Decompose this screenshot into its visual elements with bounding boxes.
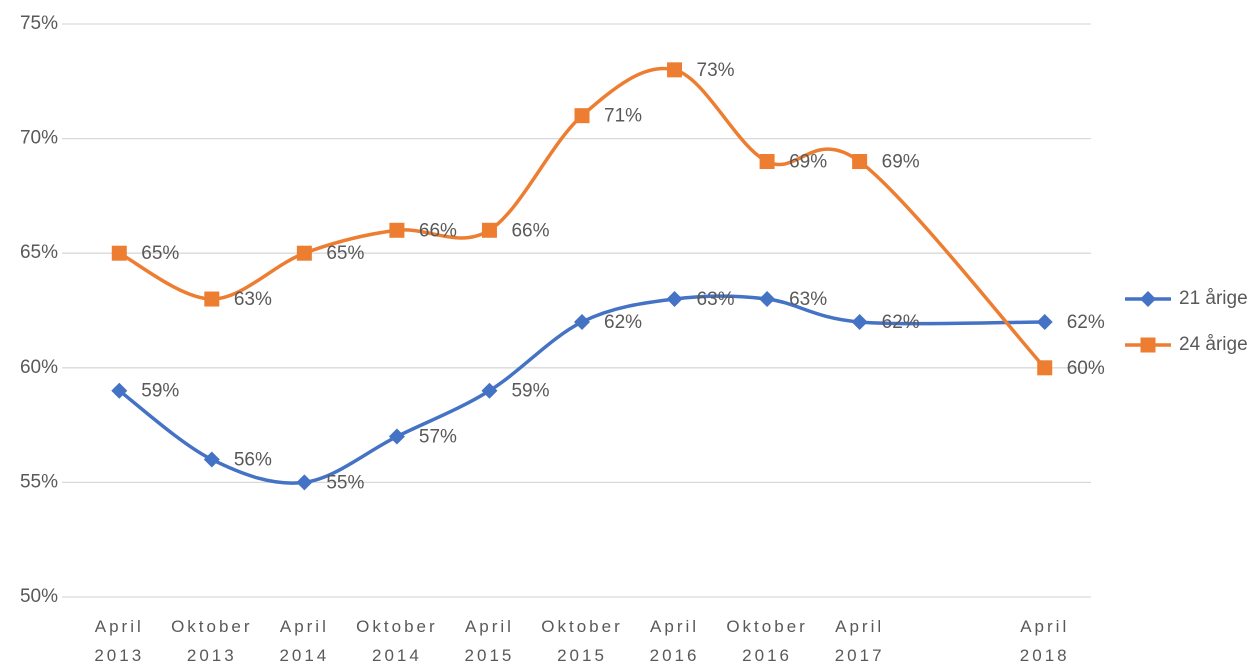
marker [667, 62, 683, 78]
x-tick-label: April 2015 [464, 617, 515, 665]
marker [481, 222, 497, 238]
x-tick-label: April 2014 [279, 617, 330, 665]
marker [204, 291, 220, 307]
data-label: 63% [697, 289, 735, 310]
data-label: 66% [419, 220, 457, 241]
marker [296, 245, 312, 261]
data-label: 69% [789, 152, 827, 173]
marker [296, 474, 313, 491]
data-label: 62% [604, 312, 642, 333]
marker [111, 382, 128, 399]
marker [111, 245, 127, 261]
legend-marker [1140, 337, 1156, 353]
data-label: 62% [882, 312, 920, 333]
marker [1036, 313, 1053, 330]
marker [851, 313, 868, 330]
data-label: 56% [234, 449, 272, 470]
x-tick-label: April 2013 [94, 617, 145, 665]
x-tick-label: Oktober 2013 [171, 617, 253, 665]
data-label: 63% [234, 289, 272, 310]
data-label: 65% [141, 243, 179, 264]
y-tick-label: 75% [20, 13, 58, 34]
marker [1037, 360, 1053, 376]
marker [574, 108, 590, 124]
x-tick-label: April 2016 [649, 617, 700, 665]
marker [666, 291, 683, 308]
marker [759, 154, 775, 170]
marker [203, 451, 220, 468]
legend-label: 24 årige [1179, 334, 1248, 355]
series-line [118, 294, 1045, 485]
data-label: 57% [419, 427, 457, 448]
marker [759, 291, 776, 308]
x-tick-label: April 2018 [1019, 617, 1070, 665]
legend-marker [1140, 291, 1156, 307]
x-tick-label: Oktober 2015 [541, 617, 623, 665]
data-label: 66% [511, 220, 549, 241]
data-label: 55% [326, 472, 364, 493]
x-tick-label: April 2017 [834, 617, 885, 665]
y-tick-label: 55% [20, 471, 58, 492]
marker [852, 154, 868, 170]
data-label: 60% [1067, 358, 1105, 379]
data-label: 62% [1067, 312, 1105, 333]
series-line [118, 66, 1047, 369]
y-tick-label: 60% [20, 357, 58, 378]
legend-label: 21 årige [1179, 288, 1248, 309]
data-label: 59% [141, 381, 179, 402]
data-label: 73% [697, 60, 735, 81]
data-label: 63% [789, 289, 827, 310]
x-tick-label: Oktober 2016 [726, 617, 808, 665]
marker [388, 428, 405, 445]
marker [481, 382, 498, 399]
data-label: 65% [326, 243, 364, 264]
y-tick-label: 50% [20, 586, 58, 607]
data-label: 71% [604, 106, 642, 127]
x-tick-label: Oktober 2014 [356, 617, 438, 665]
marker [574, 313, 590, 330]
data-label: 69% [882, 152, 920, 173]
marker [389, 222, 405, 238]
y-tick-label: 70% [20, 128, 58, 149]
y-tick-label: 65% [20, 242, 58, 263]
data-label: 59% [511, 381, 549, 402]
